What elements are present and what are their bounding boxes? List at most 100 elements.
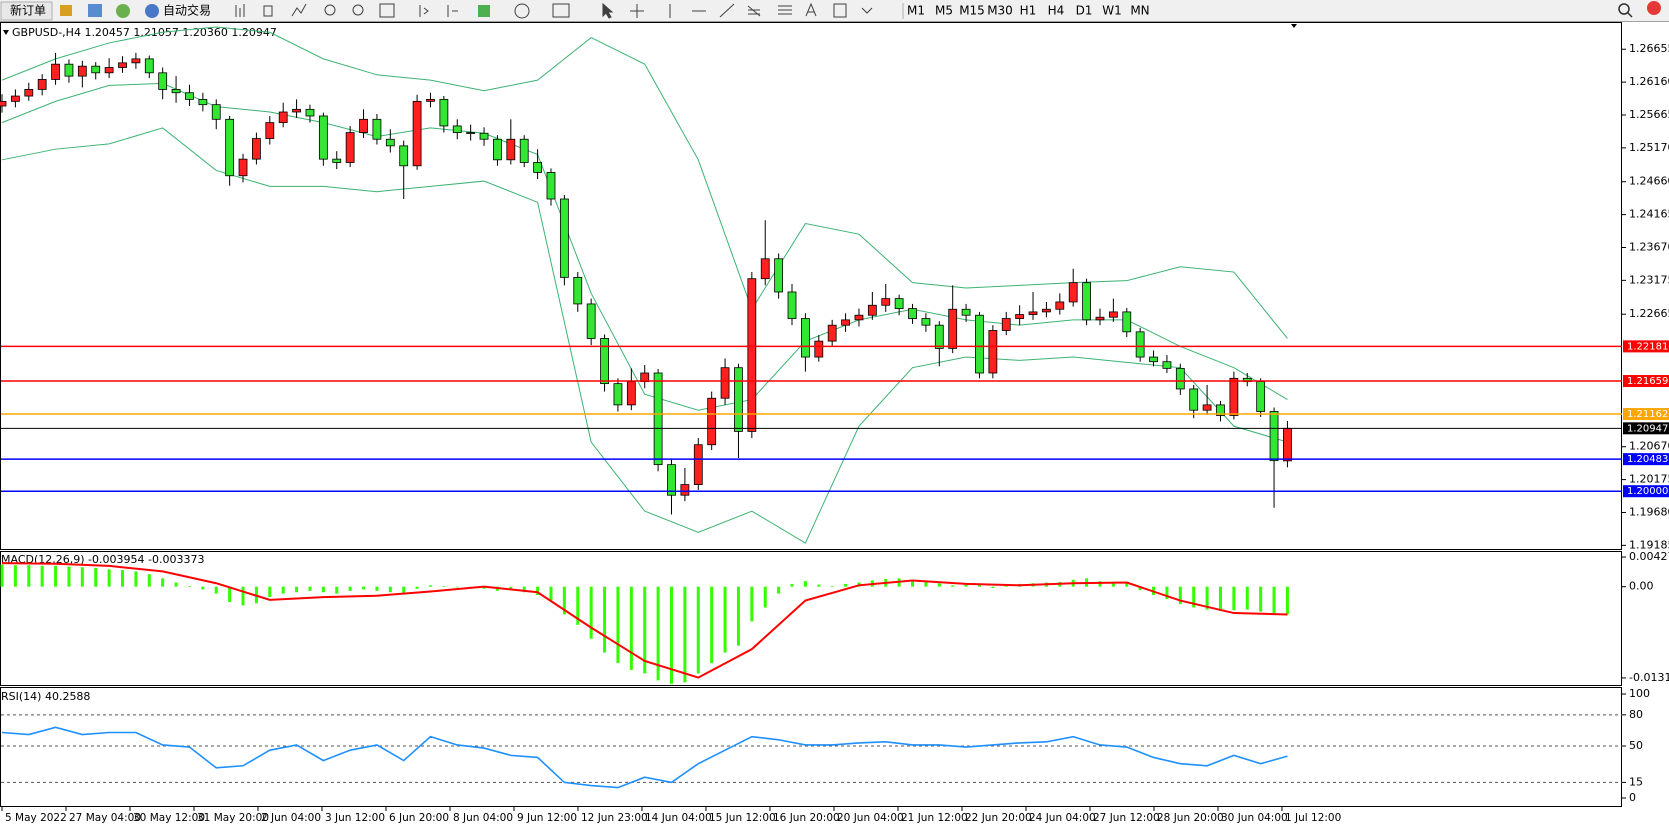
timeframe-buttons[interactable]: M1 M5 M15 M30 H1 H4 D1 W1 MN	[907, 4, 1150, 18]
macd-bar	[817, 584, 821, 587]
candle-body	[1015, 314, 1025, 319]
macd-bar	[670, 586, 673, 684]
candle-body	[1189, 388, 1199, 411]
candle-body	[1068, 282, 1078, 303]
candle-body	[841, 319, 850, 326]
timeframe-button[interactable]: MN	[1130, 4, 1149, 18]
timeframe-button[interactable]: H4	[1048, 4, 1065, 18]
crosshair-icon[interactable]	[630, 4, 644, 18]
timeframe-button[interactable]: M15	[959, 4, 985, 18]
candle-body	[51, 63, 60, 80]
icon[interactable]	[60, 5, 72, 16]
y-tick-label: 0.004275	[1629, 550, 1669, 563]
tool-icons[interactable]	[235, 2, 873, 19]
macd-bar	[522, 586, 526, 593]
macd-bar	[951, 585, 955, 587]
new-order-label[interactable]: 新订单	[10, 3, 46, 18]
candle-body	[104, 67, 114, 74]
y-tick-label: 1.26655	[1629, 42, 1669, 55]
candle-body	[439, 98, 449, 127]
zoom-out[interactable]	[352, 4, 364, 16]
channel-icon[interactable]	[747, 5, 761, 17]
macd-histogram	[0, 564, 1289, 684]
y-tick-label: 1.23175	[1629, 273, 1669, 286]
candle-body	[988, 330, 998, 374]
candle-body	[1122, 311, 1132, 333]
macd-signal-group	[1, 562, 1288, 679]
candle-body	[827, 324, 837, 342]
candle-body	[1175, 367, 1185, 390]
shift-icon[interactable]	[447, 5, 458, 17]
y-tick-label: 1.20175	[1629, 473, 1669, 486]
templates-icon[interactable]	[552, 3, 570, 18]
cursor-icon[interactable]	[602, 2, 614, 19]
macd-bar	[1098, 581, 1102, 587]
candle-body	[1042, 308, 1051, 313]
zoom-in[interactable]	[324, 4, 336, 16]
y-tick-label: 1.19680	[1629, 505, 1669, 518]
macd-bar	[268, 586, 272, 598]
macd-bar	[362, 586, 366, 590]
candle-body	[198, 98, 208, 106]
search-icon[interactable]	[1618, 3, 1630, 15]
macd-bar	[696, 586, 700, 674]
candle-body	[399, 145, 409, 167]
macd-bar	[214, 586, 218, 594]
macd-bar	[643, 586, 647, 674]
label-icon[interactable]	[833, 3, 847, 18]
macd-bar	[830, 585, 834, 587]
icon[interactable]	[88, 4, 102, 17]
bar-chart-icon[interactable]	[235, 4, 245, 17]
icon[interactable]	[116, 4, 130, 18]
macd-bar	[656, 586, 660, 681]
rsi-panel	[0, 687, 1622, 807]
arrows-icon[interactable]	[861, 7, 873, 14]
candle-icon[interactable]	[263, 5, 273, 17]
y-tick-label: 1.25665	[1629, 108, 1669, 121]
y-tick-label: 50	[1629, 739, 1643, 752]
macd-bar	[562, 586, 566, 615]
price-level-box	[1623, 453, 1669, 466]
notification-badge[interactable]	[1647, 1, 1661, 15]
candle-body	[359, 118, 368, 133]
candle-body	[118, 62, 127, 68]
macd-bar	[803, 581, 807, 587]
autoscroll-icon[interactable]	[419, 5, 429, 17]
periods-icon[interactable]	[514, 3, 530, 19]
candle-body	[385, 138, 395, 147]
candle-body	[613, 383, 623, 406]
tile-icon[interactable]	[379, 3, 395, 18]
indicators-icon[interactable]	[478, 5, 490, 17]
candle-body	[372, 118, 382, 140]
y-tick-label: 100	[1629, 687, 1650, 700]
timeframe-button[interactable]: M1	[907, 4, 925, 18]
candle-body	[292, 108, 301, 113]
candle-body	[278, 111, 288, 124]
candle-body	[559, 198, 569, 278]
new-order-button[interactable]	[0, 1, 53, 21]
candle-body	[412, 100, 422, 167]
y-tick-label: 0	[1629, 791, 1636, 804]
timeframe-button[interactable]: W1	[1102, 4, 1122, 18]
candle-body	[653, 372, 663, 466]
text-icon[interactable]	[805, 2, 817, 17]
auto-trading-label[interactable]: 自动交易	[163, 3, 211, 18]
macd-bar	[348, 586, 352, 591]
main-panel	[0, 22, 1622, 550]
macd-bar	[683, 586, 687, 683]
timeframe-button[interactable]: D1	[1076, 4, 1093, 18]
fibo-icon[interactable]	[778, 5, 792, 15]
candle-body	[77, 65, 87, 77]
y-tick-label: 1.24660	[1629, 175, 1669, 188]
timeframe-button[interactable]: M30	[987, 4, 1013, 18]
candle-body	[867, 304, 877, 316]
timeframe-button[interactable]: M5	[935, 4, 953, 18]
price-level-box	[1623, 422, 1669, 435]
trendline-icon[interactable]	[719, 3, 735, 18]
auto-trading-icon[interactable]	[145, 4, 159, 18]
timeframe-button[interactable]: H1	[1020, 4, 1037, 18]
line-icon[interactable]	[291, 3, 307, 17]
candle-body	[1108, 311, 1118, 318]
x-tick-label: 8 Jun 04:00	[453, 812, 513, 824]
macd-bar	[455, 586, 459, 588]
